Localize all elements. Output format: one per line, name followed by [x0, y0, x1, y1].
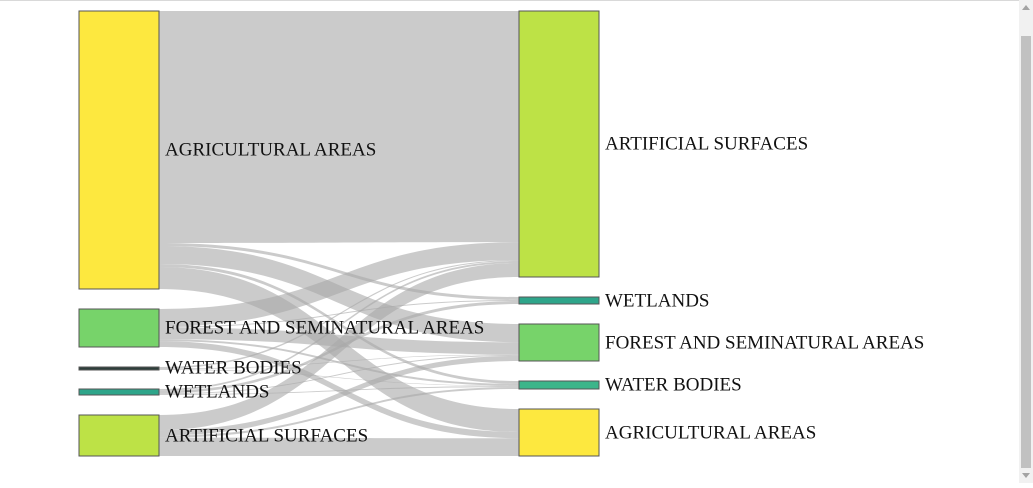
target-node-label-forest-and-seminatural-areas: FOREST AND SEMINATURAL AREAS	[605, 332, 924, 353]
flow-artificial-surfaces-to-forest-and-seminatural-areas[interactable]	[159, 355, 519, 436]
source-node-label-wetlands: WETLANDS	[165, 381, 269, 402]
vertical-scrollbar[interactable]	[1019, 0, 1033, 483]
target-node-agricultural-areas[interactable]	[518, 408, 600, 457]
target-node-label-artificial-surfaces: ARTIFICIAL SURFACES	[605, 133, 808, 154]
source-node-label-water-bodies: WATER BODIES	[165, 357, 302, 378]
source-node-wetlands[interactable]	[78, 388, 160, 396]
target-node-label-water-bodies: WATER BODIES	[605, 374, 742, 395]
sankey-labels: AGRICULTURAL AREAS FOREST AND SEMINATURAL…	[165, 133, 924, 446]
target-node-wetlands[interactable]	[518, 296, 600, 305]
flow-artificial-surfaces-to-agricultural-areas[interactable]	[159, 437, 519, 456]
source-node-artificial-surfaces[interactable]	[78, 414, 160, 457]
flow-forest-and-seminatural-areas-to-agricultural-areas[interactable]	[159, 341, 519, 439]
top-divider	[0, 0, 1033, 1]
scrollbar-thumb[interactable]	[1021, 36, 1031, 468]
flow-agricultural-areas-to-water-bodies[interactable]	[159, 264, 519, 384]
flow-wetlands-to-water-bodies[interactable]	[159, 386, 519, 395]
sankey-nodes	[78, 10, 600, 457]
flow-artificial-surfaces-to-water-bodies[interactable]	[159, 387, 519, 438]
flow-agricultural-areas-to-forest-and-seminatural-areas[interactable]	[159, 246, 519, 343]
scroll-down-arrow-icon[interactable]	[1022, 473, 1030, 478]
flow-forest-and-seminatural-areas-to-forest-and-seminatural-areas[interactable]	[159, 327, 519, 355]
source-node-label-forest-and-seminatural-areas: FOREST AND SEMINATURAL AREAS	[165, 317, 484, 338]
target-node-label-wetlands: WETLANDS	[605, 290, 709, 311]
flow-wetlands-to-artificial-surfaces[interactable]	[159, 261, 519, 391]
sankey-diagram: AGRICULTURAL AREAS FOREST AND SEMINATURAL…	[78, 10, 924, 457]
target-node-label-agricultural-areas: AGRICULTURAL AREAS	[605, 422, 816, 443]
source-node-label-agricultural-areas: AGRICULTURAL AREAS	[165, 139, 376, 160]
source-node-forest-and-seminatural-areas[interactable]	[78, 308, 160, 348]
source-node-agricultural-areas[interactable]	[78, 10, 160, 290]
target-node-forest-and-seminatural-areas[interactable]	[518, 323, 600, 362]
target-node-water-bodies[interactable]	[518, 380, 600, 390]
flow-wetlands-to-wetlands[interactable]	[159, 301, 519, 394]
scroll-up-arrow-icon[interactable]	[1022, 5, 1030, 10]
flow-agricultural-areas-to-artificial-surfaces[interactable]	[159, 11, 519, 243]
flow-wetlands-to-forest-and-seminatural-areas[interactable]	[159, 354, 519, 395]
flow-water-bodies-to-water-bodies[interactable]	[159, 369, 519, 387]
flow-forest-and-seminatural-areas-to-artificial-surfaces[interactable]	[159, 242, 519, 327]
source-node-label-artificial-surfaces: ARTIFICIAL SURFACES	[165, 425, 368, 446]
target-node-artificial-surfaces[interactable]	[518, 10, 600, 278]
flow-water-bodies-to-artificial-surfaces[interactable]	[159, 260, 519, 369]
sankey-links	[159, 11, 519, 456]
source-node-water-bodies[interactable]	[78, 366, 160, 371]
flow-agricultural-areas-to-wetlands[interactable]	[159, 243, 519, 300]
flow-forest-and-seminatural-areas-to-water-bodies[interactable]	[159, 339, 519, 386]
flow-water-bodies-to-forest-and-seminatural-areas[interactable]	[159, 354, 519, 370]
